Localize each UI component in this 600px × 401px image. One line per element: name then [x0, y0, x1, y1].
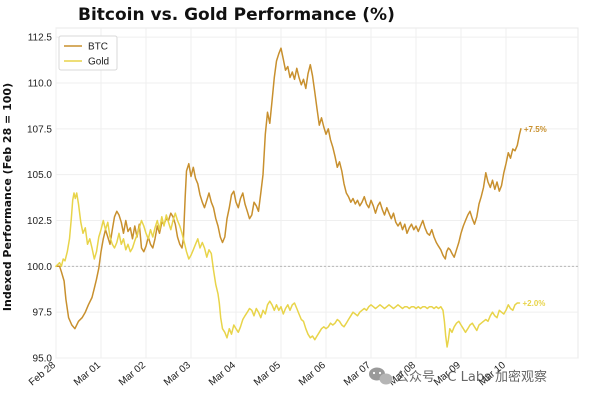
- end-label-btc: +7.5%: [524, 125, 547, 134]
- legend: BTC Gold: [58, 35, 118, 71]
- watermark-text: 公众号 · C Labs 加密观察: [396, 369, 547, 385]
- y-tick-label: 100.0: [27, 262, 52, 273]
- series-line-btc: [55, 47, 522, 330]
- y-tick-label: 102.5: [27, 216, 52, 227]
- chart-title: Bitcoin vs. Gold Performance (%): [78, 5, 395, 25]
- series-line-gold: [55, 192, 521, 348]
- legend-btc-label: BTC: [88, 42, 108, 53]
- y-tick-label: 97.5: [33, 308, 53, 319]
- y-axis-label: Indexed Performance (Feb 28 = 100): [1, 83, 14, 311]
- y-tick-label: 107.5: [27, 124, 52, 135]
- series-lines: [55, 47, 522, 348]
- y-tick-label: 112.5: [28, 33, 53, 44]
- x-tick-label: Mar 01: [72, 360, 103, 389]
- plot-area: [55, 27, 579, 359]
- x-tick-label: Mar 06: [297, 360, 328, 389]
- x-tick-label: Mar 05: [252, 360, 283, 389]
- y-tick-label: 105.0: [27, 170, 52, 181]
- y-tick-label: 95.0: [33, 354, 53, 365]
- end-labels: +7.5% +2.0%: [523, 125, 547, 308]
- x-tick-label: Mar 07: [342, 360, 373, 389]
- legend-gold-label: Gold: [88, 57, 109, 68]
- wechat-icon: [369, 367, 393, 385]
- y-axis-ticks: 95.0 97.5 100.0 102.5 105.0 107.5 110.0 112.5: [27, 33, 52, 365]
- x-tick-label: Mar 02: [117, 360, 148, 389]
- plot-background: [55, 27, 579, 359]
- y-tick-label: 110.0: [28, 79, 53, 90]
- x-tick-label: Mar 03: [162, 360, 193, 389]
- gridlines: [55, 28, 578, 359]
- watermark: 公众号 · C Labs 加密观察: [369, 367, 547, 385]
- end-label-gold: +2.0%: [523, 299, 546, 308]
- x-tick-label: Mar 04: [207, 360, 238, 389]
